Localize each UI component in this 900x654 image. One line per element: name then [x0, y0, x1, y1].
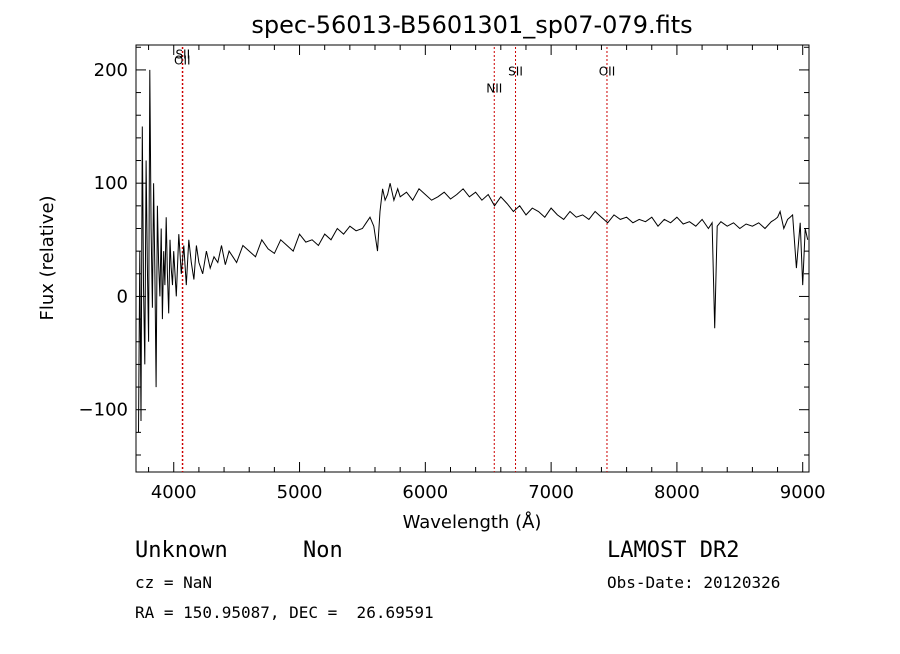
- plot-frame: [135, 44, 810, 473]
- redshift-cz: cz = NaN: [135, 573, 213, 592]
- y-tick-label: −100: [79, 400, 128, 421]
- object-subclass: Non: [303, 538, 343, 563]
- x-tick-label: 7000: [528, 482, 574, 503]
- spectrum-series: [138, 69, 809, 433]
- y-tick-label: 0: [117, 286, 128, 307]
- emission-line-label: SII: [175, 48, 190, 62]
- x-tick-label: 8000: [654, 482, 700, 503]
- x-axis-label: Wavelength (Å): [403, 511, 542, 533]
- x-tick-label: 5000: [277, 482, 323, 503]
- object-class: Unknown: [135, 538, 228, 563]
- chart-title: spec-56013-B5601301_sp07-079.fits: [251, 11, 692, 39]
- spectrum-line: [138, 69, 809, 433]
- y-tick-label: 200: [94, 60, 128, 81]
- y-tick-label: 100: [94, 173, 128, 194]
- axis-ticks: 4000 5000 6000 7000 8000 9000 −100 0 100 200: [79, 45, 826, 503]
- emission-line-label: OII: [599, 65, 616, 79]
- x-tick-label: 4000: [151, 482, 197, 503]
- emission-line-label: NII: [486, 82, 502, 96]
- survey-name: LAMOST DR2: [607, 538, 740, 563]
- coordinates: RA = 150.95087, DEC = 26.69591: [135, 603, 434, 622]
- observation-date: Obs-Date: 20120326: [607, 573, 781, 592]
- emission-line-label: SII: [508, 65, 523, 79]
- y-axis-label: Flux (relative): [37, 195, 58, 320]
- emission-line-label: OII: [174, 53, 191, 67]
- x-tick-label: 6000: [402, 482, 448, 503]
- x-tick-label: 9000: [780, 482, 826, 503]
